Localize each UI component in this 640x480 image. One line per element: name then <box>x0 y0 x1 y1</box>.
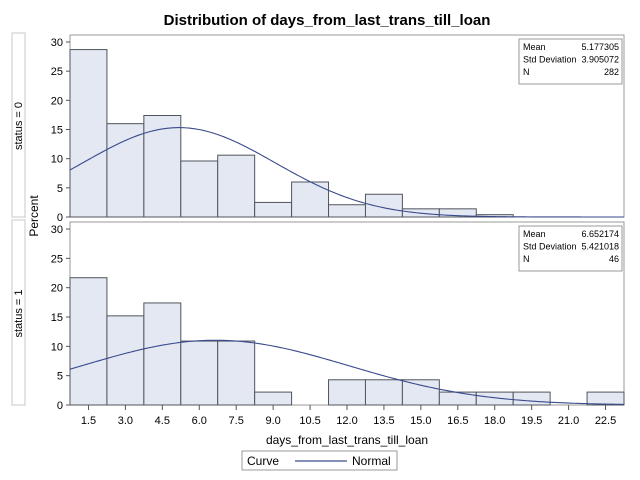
histogram-bar <box>254 201 293 218</box>
x-tick-label: 21.0 <box>558 415 579 427</box>
y-tick-label: 30 <box>51 37 63 49</box>
x-tick-label: 9.0 <box>265 415 280 427</box>
x-tick-label: 22.5 <box>595 415 616 427</box>
stats-value: 3.905072 <box>581 55 619 65</box>
histogram-bar <box>69 49 108 218</box>
stats-value: 5.177305 <box>581 42 619 52</box>
y-tick-label: 20 <box>51 95 63 107</box>
histogram-bar <box>106 315 145 406</box>
x-axis: 1.5 3.0 4.5 6.0 7.5 9.0 10.5 12.0 13.5 15.0 16.5 18… <box>81 405 616 427</box>
y-tick-label: 0 <box>57 212 63 224</box>
legend: Curve Normal <box>241 450 398 471</box>
stats-label: N <box>523 67 530 77</box>
normal-curve <box>69 127 624 218</box>
stats-label: Mean <box>523 42 546 52</box>
y-axis-label: Percent <box>27 195 41 237</box>
legend-title: Curve <box>247 454 279 468</box>
y-tick-label: 0 <box>57 400 63 412</box>
stats-label: Std Deviation <box>523 242 577 252</box>
stats-value: 46 <box>609 254 619 264</box>
y-tick-label: 15 <box>51 312 63 324</box>
x-tick-label: 15.0 <box>410 415 431 427</box>
x-tick-label: 1.5 <box>81 415 96 427</box>
stats-inset: Mean 5.177305 Std Deviation 3.905072 N 282 <box>518 38 623 85</box>
legend-entry-normal: Normal <box>352 454 391 468</box>
x-tick-label: 6.0 <box>192 415 207 427</box>
histogram-bar <box>291 181 330 218</box>
histogram-bar <box>217 340 256 406</box>
stats-frame <box>518 38 623 85</box>
stats-value: 282 <box>604 67 619 77</box>
histogram-bar <box>328 379 366 406</box>
y-tick-label: 5 <box>57 371 63 383</box>
stats-label: Mean <box>523 229 546 239</box>
histogram-bar <box>438 208 477 218</box>
stats-inset: Mean 6.652174 Std Deviation 5.421018 N 46 <box>518 225 623 272</box>
y-tick-label: 15 <box>51 125 63 137</box>
y-tick-label: 10 <box>51 341 63 353</box>
stats-value: 6.652174 <box>581 229 619 239</box>
x-tick-label: 7.5 <box>229 415 244 427</box>
histogram-bar <box>180 160 219 218</box>
y-tick-label: 10 <box>51 154 63 166</box>
panel-label: status = 1 <box>13 289 25 337</box>
stats-frame <box>518 225 623 272</box>
panel-1: status = 0 0 5 10 15 20 25 30 Mean 5.177305 Std De… <box>11 32 625 224</box>
x-tick-label: 4.5 <box>155 415 170 427</box>
histogram-panels: status = 0 0 5 10 15 20 25 30 Mean 5.177305 Std De… <box>11 32 625 412</box>
histogram-bar <box>254 391 293 406</box>
y-tick-label: 5 <box>57 183 63 195</box>
histogram-bar <box>217 154 256 218</box>
x-tick-label: 16.5 <box>447 415 468 427</box>
x-tick-label: 12.0 <box>336 415 357 427</box>
x-axis-label: days_from_last_trans_till_loan <box>266 433 428 447</box>
panel-strip <box>11 219 26 406</box>
stats-label: N <box>523 254 530 264</box>
x-tick-label: 13.5 <box>373 415 394 427</box>
histogram-bar <box>364 379 403 406</box>
y-tick-label: 25 <box>51 66 63 78</box>
panel-2: status = 1 0 5 10 15 20 25 30 Mean 6.652174 Std De… <box>11 219 625 412</box>
histogram-bar <box>143 115 182 218</box>
histogram-bar <box>106 123 145 218</box>
x-tick-label: 10.5 <box>299 415 320 427</box>
panel-strip <box>11 32 26 218</box>
normal-curve <box>69 339 625 405</box>
histogram-bar <box>328 204 366 218</box>
histogram-bar <box>143 302 182 406</box>
stats-value: 5.421018 <box>581 242 619 252</box>
y-tick-label: 30 <box>51 224 63 236</box>
stats-label: Std Deviation <box>523 55 577 65</box>
panel-label: status = 0 <box>13 102 25 150</box>
histogram-bar <box>512 391 551 406</box>
histogram-bar <box>69 277 108 406</box>
histogram-bar <box>401 379 440 406</box>
x-tick-label: 19.5 <box>521 415 542 427</box>
histogram-bar <box>438 391 477 406</box>
x-tick-label: 3.0 <box>118 415 133 427</box>
y-tick-label: 25 <box>51 253 63 265</box>
histogram-bar <box>180 340 219 406</box>
histogram-bar <box>364 193 403 218</box>
histogram-bar <box>475 391 514 406</box>
x-tick-label: 18.0 <box>484 415 505 427</box>
histogram-bar <box>586 391 625 406</box>
chart-title: Distribution of days_from_last_trans_til… <box>164 12 491 29</box>
y-tick-label: 20 <box>51 283 63 295</box>
